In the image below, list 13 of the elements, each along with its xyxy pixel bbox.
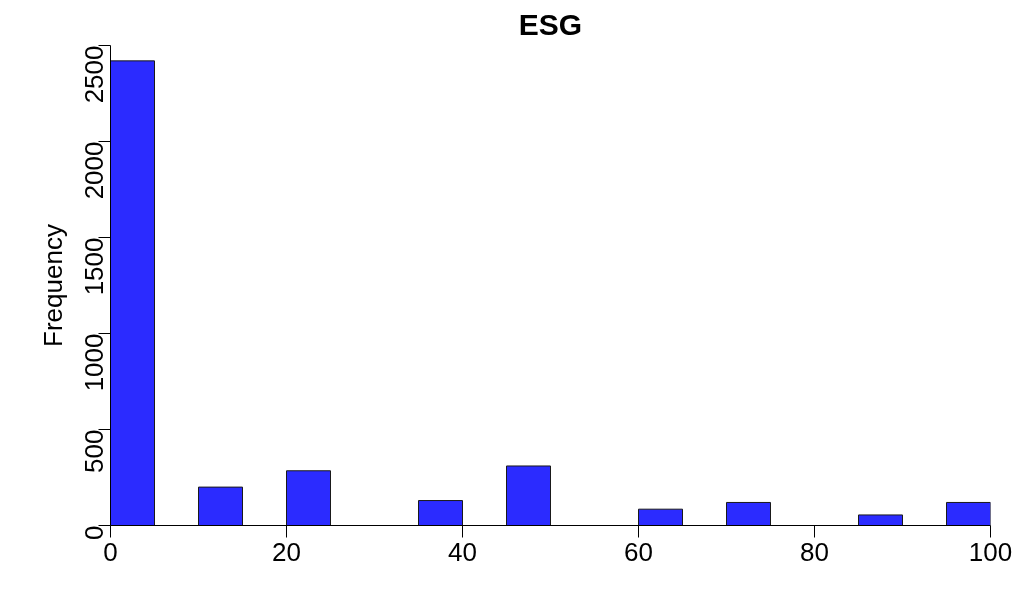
x-tick-label: 100 xyxy=(968,536,1013,567)
y-tick-label: 1500 xyxy=(78,237,109,296)
x-tick-label: 40 xyxy=(448,536,477,567)
y-axis-title: Frequency xyxy=(37,224,68,347)
y-tick-label: 2000 xyxy=(78,141,109,200)
x-tick-label: 20 xyxy=(272,536,301,567)
x-tick-label: 80 xyxy=(800,536,829,567)
y-tick-label: 2500 xyxy=(78,45,109,104)
x-tick-label: 60 xyxy=(624,536,653,567)
y-tick-label: 0 xyxy=(78,525,109,540)
y-tick-label: 1000 xyxy=(78,333,109,392)
chart-title: ESG xyxy=(518,7,583,41)
y-tick-label: 500 xyxy=(78,429,109,473)
